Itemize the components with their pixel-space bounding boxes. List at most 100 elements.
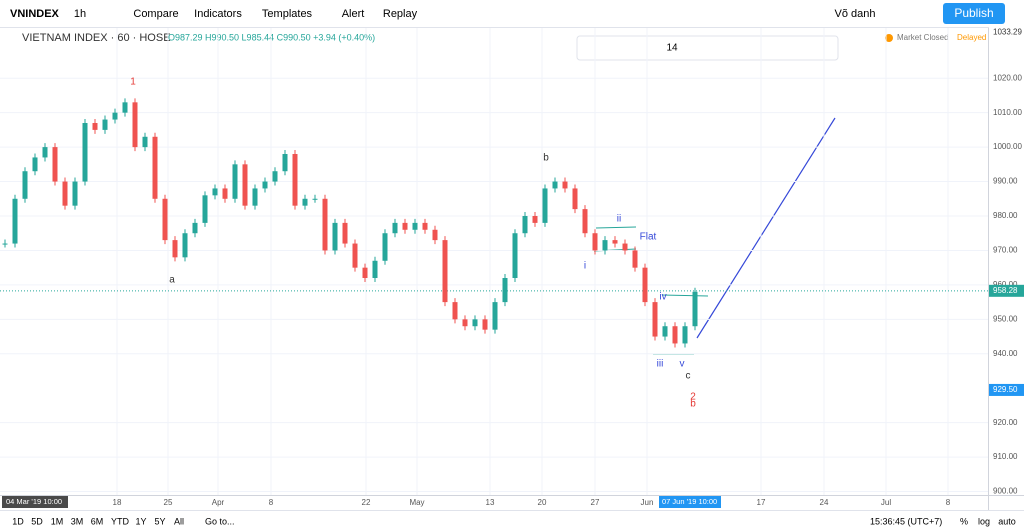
time-label: 27 [591, 498, 600, 507]
interval[interactable]: 1h [74, 8, 86, 20]
price-tag-label: 958.28 [993, 286, 1018, 295]
range-button[interactable]: 1D [12, 516, 24, 526]
candle [482, 319, 488, 330]
candle [622, 243, 628, 251]
candle [542, 188, 548, 223]
toolbar-button[interactable]: Indicators [194, 8, 242, 20]
candle [352, 243, 358, 268]
time-start: 04 Mar '19 10:00 [6, 497, 62, 506]
candle [492, 302, 498, 330]
candle [682, 326, 688, 344]
candle [322, 198, 328, 251]
toolbar-button[interactable]: Compare [133, 8, 178, 20]
range-button[interactable]: All [174, 516, 184, 526]
candle [612, 240, 618, 244]
time-label: 17 [757, 498, 766, 507]
candle [142, 136, 148, 148]
candle [332, 222, 338, 251]
candle [642, 267, 648, 303]
price-label: 970.00 [993, 246, 1018, 255]
wave-label[interactable]: a [169, 275, 175, 286]
price-label: 920.00 [993, 418, 1018, 427]
wave-label[interactable]: 1 [130, 77, 136, 88]
wave-label[interactable]: iv [659, 292, 666, 303]
candle [212, 188, 218, 196]
time-label: 24 [820, 498, 829, 507]
channel-line[interactable] [595, 226, 637, 229]
candle [252, 188, 258, 206]
projection-line[interactable] [696, 117, 836, 339]
wave-label[interactable]: iii [657, 359, 664, 370]
candle [282, 154, 288, 172]
range-button[interactable]: 5Y [154, 516, 165, 526]
price-label: 910.00 [993, 452, 1018, 461]
toolbar-button[interactable]: Replay [383, 8, 418, 20]
time-label: 22 [362, 498, 371, 507]
candle [2, 243, 8, 245]
range-button[interactable]: 1Y [135, 516, 146, 526]
toolbar-button[interactable]: Templates [262, 8, 313, 20]
scale-option[interactable]: % [960, 516, 968, 526]
wave-label[interactable]: ii [617, 214, 621, 225]
candle [172, 240, 178, 258]
user[interactable]: Võ danh [835, 8, 876, 20]
candle [472, 319, 478, 327]
wave-label[interactable]: c [686, 371, 691, 382]
candle [652, 302, 658, 337]
wave-label[interactable]: b [543, 153, 549, 164]
range-button[interactable]: 1M [51, 516, 64, 526]
candle [122, 102, 128, 113]
price-tag-label: 929.50 [993, 385, 1018, 394]
price-label: 1000.00 [993, 142, 1022, 151]
channel-line[interactable] [661, 294, 709, 297]
legend-title: VIETNAM INDEX · 60 · HOSE [22, 32, 171, 44]
candle [582, 209, 588, 234]
wave-label[interactable]: b [690, 399, 696, 410]
candle [52, 147, 58, 182]
wave-label[interactable]: Flat [640, 232, 657, 243]
status-dot [885, 34, 893, 42]
symbol[interactable]: VNINDEX [10, 8, 60, 20]
price-label: 1010.00 [993, 108, 1022, 117]
time-tag [2, 496, 68, 508]
wave-label[interactable]: v [680, 359, 685, 370]
wave-label[interactable]: 2 [690, 392, 696, 403]
candle [302, 198, 308, 206]
market-status: Market Closed [897, 33, 949, 42]
candle [452, 302, 458, 320]
candle [372, 260, 378, 278]
candle [12, 198, 18, 244]
candle [62, 181, 68, 206]
candle [462, 319, 468, 327]
publish-label: Publish [954, 6, 993, 20]
range-button[interactable]: 5D [31, 516, 43, 526]
candle [92, 123, 98, 130]
time-cursor: 07 Jun '19 10:00 [662, 497, 717, 506]
toolbar-button[interactable]: Alert [342, 8, 365, 20]
candle [72, 181, 78, 206]
range-button[interactable]: 6M [91, 516, 104, 526]
candle [202, 195, 208, 223]
time-label: Apr [212, 498, 225, 507]
wave-label[interactable]: i [584, 261, 586, 272]
time-label: 8 [946, 498, 951, 507]
price-tag [989, 284, 1024, 297]
scale-option[interactable]: auto [998, 516, 1016, 526]
candle [442, 240, 448, 303]
range-button[interactable]: YTD [111, 516, 130, 526]
candle [632, 250, 638, 268]
font-size[interactable]: 14 [666, 43, 678, 54]
price-label: 960.00 [993, 280, 1018, 289]
candle [292, 154, 298, 206]
candle [392, 222, 398, 234]
goto[interactable]: Go to... [205, 516, 235, 526]
publish-button[interactable] [943, 3, 1005, 24]
range-button[interactable]: 3M [71, 516, 84, 526]
candle [522, 216, 528, 234]
candle [272, 171, 278, 182]
scale-option[interactable]: log [978, 516, 990, 526]
candle [42, 147, 48, 158]
time-label: Jun [641, 498, 654, 507]
